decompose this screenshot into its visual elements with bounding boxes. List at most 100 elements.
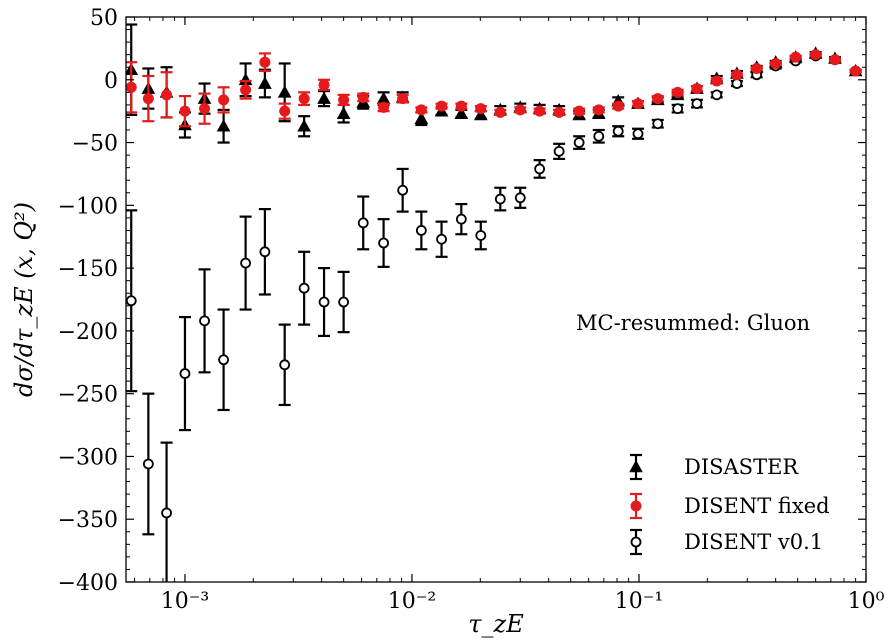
- marker: [711, 89, 723, 101]
- data-point: [455, 202, 468, 236]
- data-point: [126, 61, 138, 114]
- legend-marker: [629, 459, 643, 473]
- marker: [593, 104, 605, 116]
- plot-frame: [125, 16, 867, 583]
- y-tick-label: −50: [72, 132, 118, 157]
- data-point: [126, 209, 138, 393]
- data-point: [318, 78, 331, 91]
- marker: [240, 257, 251, 269]
- data-point: [377, 101, 390, 113]
- marker: [218, 94, 230, 106]
- series-1: [126, 49, 862, 128]
- data-point: [769, 57, 782, 69]
- data-point: [435, 100, 448, 112]
- data-point: [142, 392, 155, 536]
- legend-item: DISENT fixed: [630, 492, 830, 520]
- x-tick-label: 10⁻¹: [615, 589, 663, 614]
- marker: [731, 78, 743, 89]
- data-point: [239, 79, 252, 100]
- marker: [790, 51, 802, 63]
- data-point: [337, 93, 350, 106]
- marker: [279, 105, 291, 117]
- data-point: [750, 62, 763, 74]
- marker: [652, 93, 664, 105]
- y-tick-label: −100: [58, 194, 118, 219]
- data-point: [573, 105, 586, 117]
- data-marks: [126, 23, 863, 582]
- marker: [338, 94, 350, 106]
- marker: [810, 49, 822, 61]
- marker: [475, 103, 487, 115]
- data-point: [160, 441, 173, 582]
- marker: [126, 81, 137, 93]
- data-point: [553, 106, 566, 118]
- y-tick-label: 0: [104, 69, 118, 94]
- marker: [338, 296, 350, 308]
- data-point: [651, 118, 664, 130]
- marker: [455, 213, 467, 225]
- marker: [258, 76, 272, 89]
- data-point: [474, 103, 487, 115]
- data-point: [217, 86, 230, 114]
- data-point: [178, 94, 191, 128]
- x-axis-label: τ_zE: [468, 610, 524, 638]
- marker: [357, 217, 369, 229]
- data-point: [258, 68, 272, 99]
- marker: [318, 296, 330, 308]
- data-point: [849, 65, 862, 77]
- y-tick-label: −300: [58, 445, 118, 470]
- y-tick-label: −150: [58, 257, 118, 282]
- data-point: [809, 49, 822, 61]
- axis-ticks: [126, 16, 867, 583]
- y-tick-label: −250: [58, 383, 118, 408]
- marker: [473, 107, 488, 121]
- data-point: [533, 105, 546, 117]
- marker: [436, 233, 447, 245]
- marker: [298, 93, 310, 105]
- marker: [672, 103, 684, 115]
- marker: [218, 354, 229, 366]
- marker: [553, 106, 565, 118]
- data-point: [217, 308, 230, 412]
- data-point: [278, 102, 291, 120]
- data-point: [514, 186, 527, 209]
- chart-annotation: MC-resummed: Gluon: [576, 311, 810, 335]
- data-point: [474, 220, 487, 251]
- marker: [126, 295, 137, 307]
- marker: [179, 368, 191, 379]
- data-point: [396, 93, 409, 105]
- data-point: [357, 195, 370, 251]
- data-point: [198, 92, 211, 125]
- marker: [534, 105, 546, 117]
- marker: [691, 83, 703, 95]
- data-point: [415, 210, 428, 251]
- marker: [179, 105, 191, 117]
- marker: [318, 79, 330, 91]
- marker: [336, 106, 351, 119]
- legend-label: DISENT fixed: [684, 494, 830, 518]
- marker: [199, 103, 211, 115]
- marker: [612, 100, 624, 112]
- data-point: [828, 54, 841, 66]
- series-0: [126, 23, 863, 144]
- data-point: [435, 220, 448, 258]
- y-axis-label: dσ/dτ_zE (x, Q²): [10, 202, 38, 397]
- data-point: [336, 103, 351, 124]
- data-point: [298, 250, 311, 326]
- marker: [494, 106, 506, 118]
- marker: [514, 104, 526, 116]
- data-point: [178, 315, 191, 432]
- marker: [553, 145, 565, 157]
- marker: [277, 85, 292, 98]
- marker: [731, 69, 743, 81]
- legend-marker: [630, 500, 642, 512]
- data-point: [494, 106, 507, 118]
- data-point: [377, 218, 390, 268]
- data-point: [612, 100, 625, 112]
- y-tick-label: −400: [58, 571, 118, 596]
- data-point: [631, 127, 644, 140]
- marker: [415, 104, 427, 116]
- data-point: [533, 159, 546, 179]
- y-tick-label: −350: [58, 508, 118, 533]
